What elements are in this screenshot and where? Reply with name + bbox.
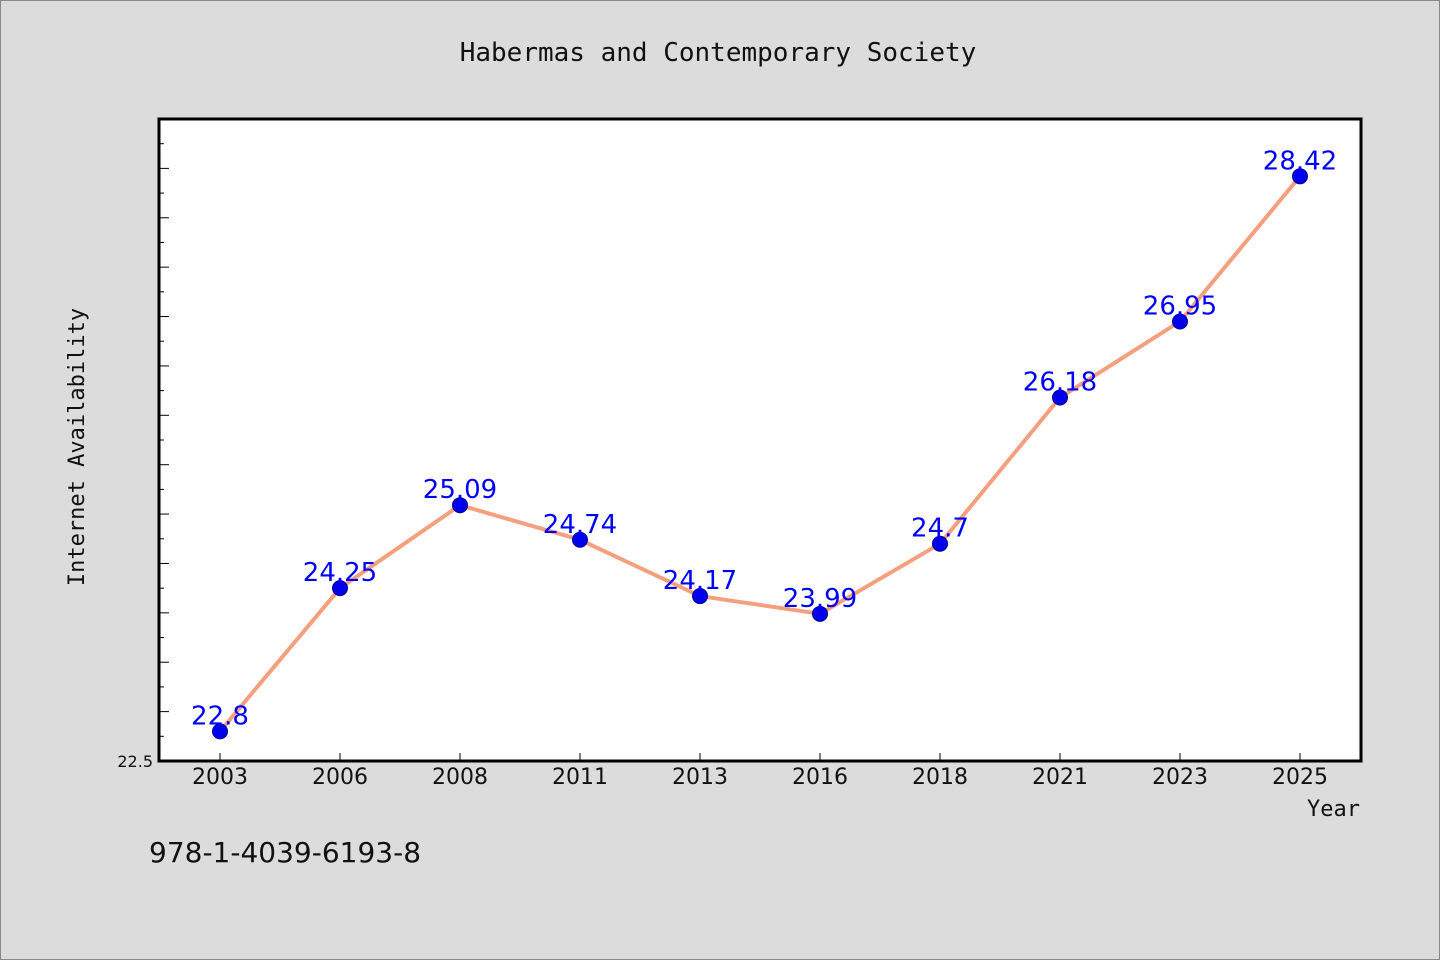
data-label: 24.7 [911, 514, 969, 544]
data-label: 28.42 [1263, 146, 1337, 176]
data-label: 22.8 [191, 701, 249, 731]
y-tick-label: 22.5 [117, 752, 153, 771]
x-tick-label: 2021 [1032, 765, 1088, 790]
series-layer: 22.8 24.25 25.09 24.74 24.17 23.99 24.7 26.18 26… [191, 146, 1337, 740]
data-point [1172, 313, 1188, 330]
data-point [1052, 389, 1068, 406]
x-tick-label: 2016 [792, 765, 848, 790]
data-label: 24.74 [543, 510, 617, 540]
x-tick-label: 2018 [912, 765, 968, 790]
isbn-footer: 978-1-4039-6193-8 [149, 836, 421, 869]
x-tick-label: 2011 [552, 765, 608, 790]
data-label: 26.18 [1023, 368, 1097, 398]
x-tick-label: 2006 [312, 765, 368, 790]
data-point [932, 535, 948, 552]
y-axis-ticks: 22.5 [117, 118, 169, 771]
data-point [1292, 168, 1308, 185]
data-label: 24.17 [663, 566, 737, 596]
data-label: 25.09 [423, 475, 497, 505]
data-label: 24.25 [303, 558, 377, 588]
data-label: 23.99 [783, 584, 857, 614]
series-line [218, 175, 1302, 733]
x-tick-label: 2023 [1152, 765, 1208, 790]
x-tick-label: 2008 [432, 765, 488, 790]
x-tick-label: 2025 [1272, 765, 1328, 790]
chart-title: Habermas and Contemporary Society [460, 38, 977, 68]
data-point [572, 531, 588, 548]
plot-area [157, 117, 1363, 763]
data-point [212, 723, 228, 740]
x-axis-ticks: 2003 2006 2008 2011 2013 2016 2018 2021 2023 2025 [192, 753, 1328, 790]
y-axis-label: Internet Availability [65, 308, 90, 586]
data-point [812, 605, 828, 622]
x-axis-label: Year [1307, 797, 1360, 822]
data-point [692, 588, 708, 605]
x-tick-label: 2003 [192, 765, 248, 790]
data-label: 26.95 [1143, 291, 1217, 321]
data-point [452, 497, 468, 514]
x-tick-label: 2013 [672, 765, 728, 790]
data-point [332, 580, 348, 597]
